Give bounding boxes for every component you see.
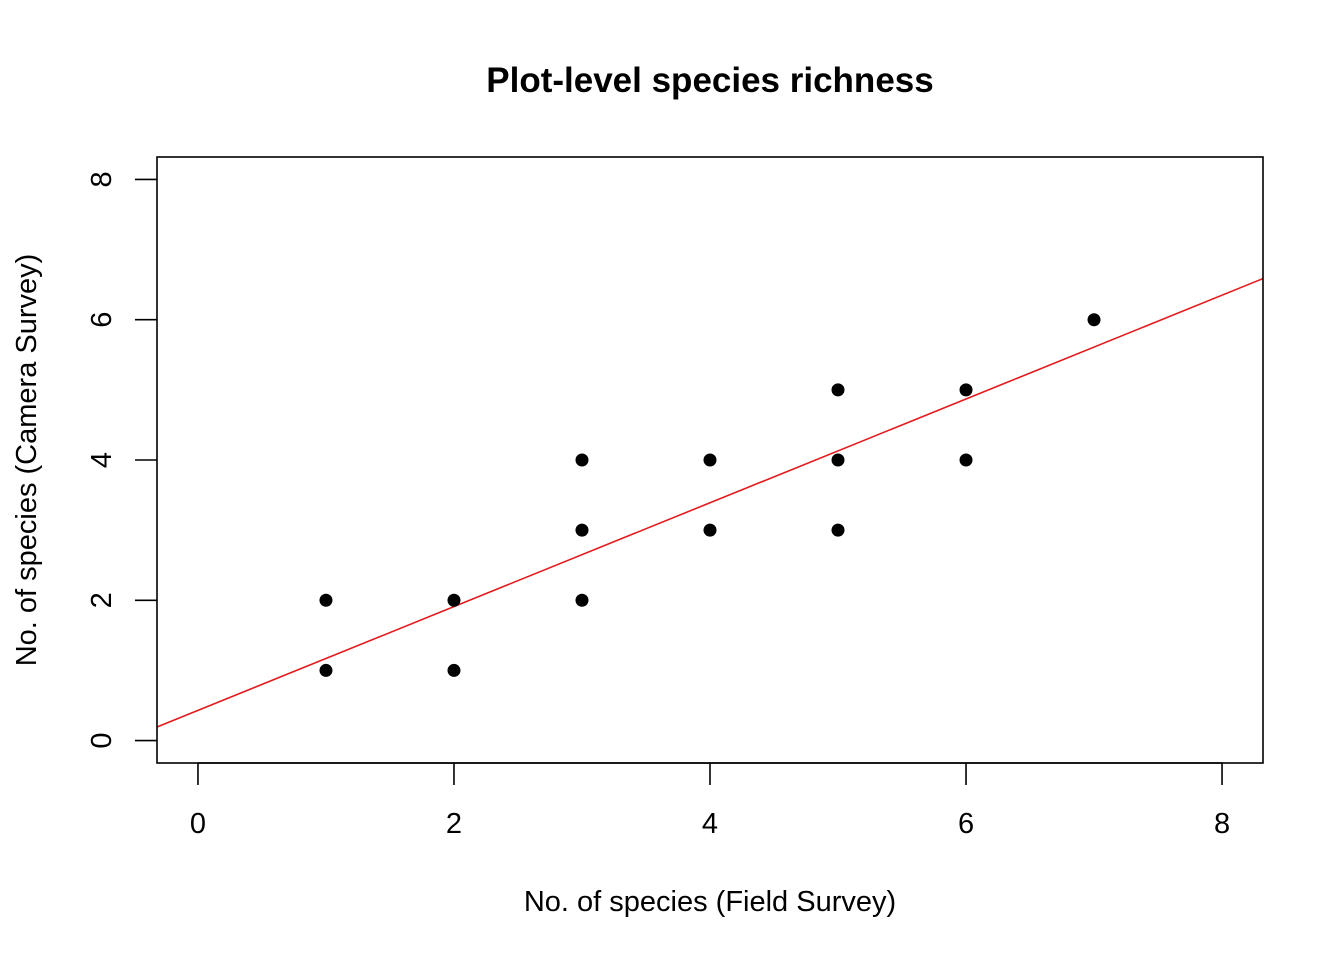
data-point [831, 383, 845, 397]
regression-line [157, 277, 1263, 728]
data-point [959, 453, 973, 467]
data-point [703, 523, 717, 537]
data-point [447, 663, 461, 677]
data-point [575, 593, 589, 607]
data-point [831, 523, 845, 537]
y-tick-label: 8 [86, 171, 118, 187]
data-point [575, 523, 589, 537]
data-point [319, 593, 333, 607]
x-tick-label: 4 [702, 808, 718, 840]
data-point [1087, 313, 1101, 327]
y-axis-label: No. of species (Camera Survey) [11, 254, 43, 667]
x-tick-label: 0 [190, 808, 206, 840]
data-point [831, 453, 845, 467]
x-axis: 0 2 4 6 8 [190, 762, 1230, 840]
y-tick-label: 2 [86, 592, 118, 608]
data-point [959, 383, 973, 397]
x-axis-label: No. of species (Field Survey) [524, 886, 896, 918]
data-point [703, 453, 717, 467]
y-axis: 0 2 4 6 8 [86, 171, 157, 749]
y-tick-label: 6 [86, 312, 118, 328]
y-tick-label: 0 [86, 732, 118, 748]
x-tick-label: 2 [446, 808, 462, 840]
data-point [447, 593, 461, 607]
data-point [319, 663, 333, 677]
x-tick-label: 8 [1214, 808, 1230, 840]
plot-area [157, 277, 1263, 728]
chart-title: Plot-level species richness [486, 61, 933, 100]
x-tick-label: 6 [958, 808, 974, 840]
data-point [575, 453, 589, 467]
y-tick-label: 4 [86, 452, 118, 468]
